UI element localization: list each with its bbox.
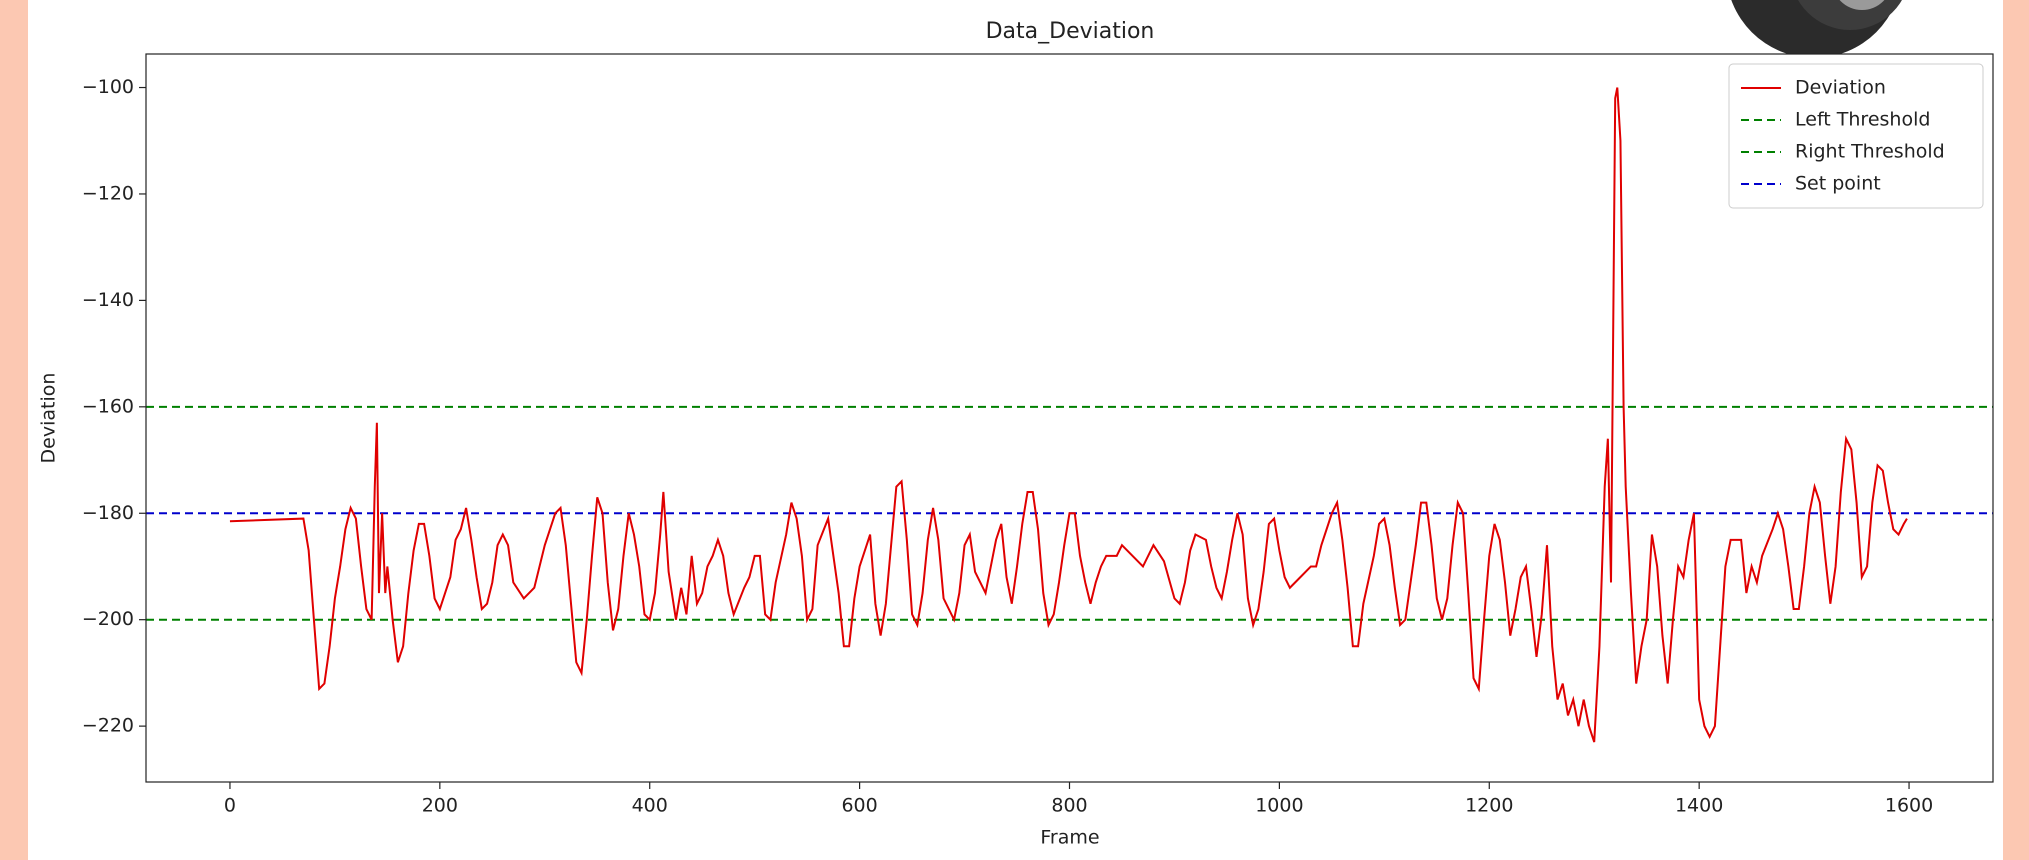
x-tick-label: 400 xyxy=(632,795,668,817)
x-tick-label: 1000 xyxy=(1255,795,1303,817)
data-line xyxy=(229,87,1908,743)
x-tick-label: 800 xyxy=(1051,795,1087,817)
figure-background xyxy=(28,0,2003,860)
y-axis-label: Deviation xyxy=(38,373,60,464)
x-tick-label: 1400 xyxy=(1675,795,1723,817)
y-tick-label: −100 xyxy=(82,76,134,98)
x-tick-label: 1600 xyxy=(1885,795,1933,817)
legend-label: Deviation xyxy=(1795,77,1886,99)
y-tick-label: −200 xyxy=(82,608,134,630)
plot-frame xyxy=(145,53,1994,783)
legend-box xyxy=(1728,63,1984,209)
tire-decoration xyxy=(1731,0,1902,54)
y-tick-label: −120 xyxy=(82,182,134,204)
y-tick-label: −140 xyxy=(82,289,134,311)
chart-title: Data_Deviation xyxy=(986,19,1155,44)
x-tick-label: 200 xyxy=(422,795,458,817)
x-tick-label: 600 xyxy=(841,795,877,817)
y-tick-label: −180 xyxy=(82,502,134,524)
x-axis-label: Frame xyxy=(1040,827,1099,849)
y-tick-label: −160 xyxy=(82,395,134,417)
x-tick-label: 1200 xyxy=(1465,795,1513,817)
x-tick-label: 0 xyxy=(224,795,236,817)
y-tick-label: −220 xyxy=(82,715,134,737)
legend-label: Left Threshold xyxy=(1795,109,1930,131)
legend-label: Right Threshold xyxy=(1795,141,1945,163)
legend-label: Set point xyxy=(1795,173,1881,195)
